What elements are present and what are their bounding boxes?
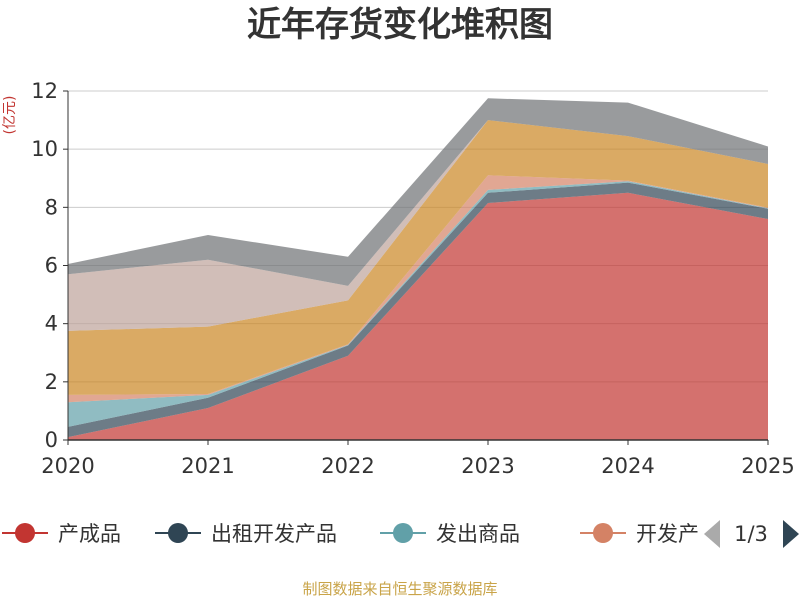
- y-tick-label: 12: [31, 79, 58, 103]
- legend-page-number: 1/3: [734, 522, 768, 546]
- y-tick-label: 8: [45, 195, 58, 219]
- legend-pager: 1/3: [704, 520, 799, 548]
- legend-label: 开发产: [636, 522, 699, 546]
- axes: 0 2 4 6 8 10 12 2020 2021 2022 2023 2024 2025: [31, 79, 794, 478]
- x-tick-label: 2024: [601, 454, 654, 478]
- legend: 产成品 出租开发产品 发出商品 开发产: [2, 522, 699, 546]
- legend-marker-icon: [593, 523, 613, 543]
- x-tick-label: 2022: [321, 454, 374, 478]
- source-note: 制图数据来自恒生聚源数据库: [302, 580, 497, 598]
- prev-page-icon[interactable]: [704, 520, 720, 548]
- y-tick-label: 6: [45, 254, 58, 278]
- chart-title: 近年存货变化堆积图: [247, 5, 553, 45]
- area-series-8: [68, 98, 768, 286]
- x-tick-label: 2023: [461, 454, 514, 478]
- y-tick-label: 10: [31, 137, 58, 161]
- legend-marker-icon: [168, 523, 188, 543]
- legend-item[interactable]: 发出商品: [380, 522, 520, 546]
- x-tick-label: 2025: [741, 454, 794, 478]
- legend-item[interactable]: 出租开发产品: [155, 522, 337, 546]
- y-tick-label: 2: [45, 370, 58, 394]
- next-page-icon[interactable]: [783, 520, 799, 548]
- area-series-1: [68, 192, 768, 440]
- legend-label: 产成品: [58, 522, 121, 546]
- area-series-3: [68, 181, 768, 427]
- legend-label: 出租开发产品: [211, 522, 337, 546]
- area-series-7: [68, 120, 768, 331]
- legend-item[interactable]: 产成品: [2, 522, 121, 546]
- x-tick-label: 2021: [181, 454, 234, 478]
- y-tick-label: 4: [45, 312, 58, 336]
- legend-marker-icon: [393, 523, 413, 543]
- y-tick-label: 0: [45, 428, 58, 452]
- area-series-6: [68, 120, 768, 395]
- y-axis-label: (亿元): [2, 96, 18, 135]
- legend-label: 发出商品: [436, 522, 520, 546]
- area-series: [68, 98, 768, 440]
- x-tick-label: 2020: [41, 454, 94, 478]
- legend-item[interactable]: 开发产: [580, 522, 699, 546]
- legend-marker-icon: [15, 523, 35, 543]
